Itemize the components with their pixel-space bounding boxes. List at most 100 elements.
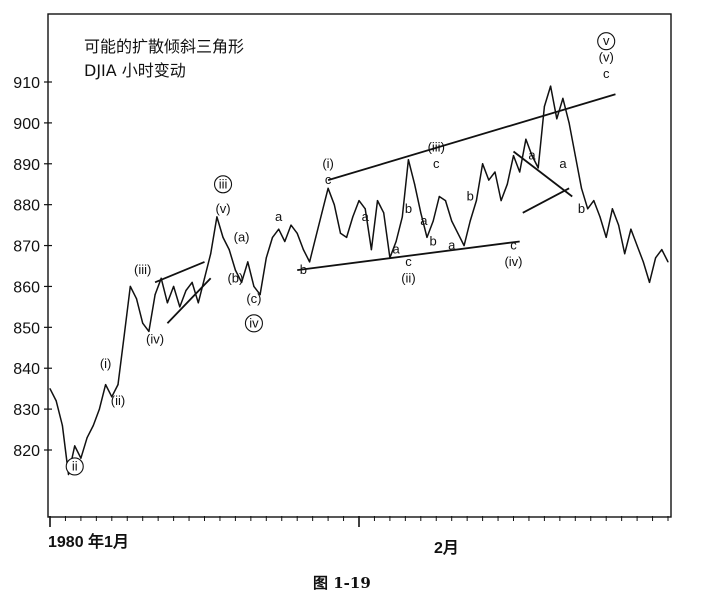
data-point xyxy=(49,388,51,390)
trendline-wedge-lower xyxy=(297,240,520,271)
data-point xyxy=(358,199,360,202)
wave-label: (v) xyxy=(215,201,230,216)
data-point xyxy=(302,249,304,251)
data-point xyxy=(278,228,280,230)
y-tick-label: 880 xyxy=(13,198,40,215)
data-point xyxy=(661,249,663,251)
data-point xyxy=(123,334,125,337)
wave-label: iii xyxy=(219,176,228,191)
data-point xyxy=(426,236,428,238)
data-point xyxy=(605,236,607,238)
data-point xyxy=(166,302,169,304)
y-axis: 820 830 840 850 860 870 880 890 900 910 xyxy=(13,75,52,460)
data-point xyxy=(117,383,119,386)
wave-labels: ii(i)(ii)(iii)(iv)iii(v)(a)(b)(c)ivab(i)… xyxy=(65,32,616,476)
data-point xyxy=(624,253,626,255)
wave-label: c xyxy=(325,172,332,187)
data-point xyxy=(587,208,589,210)
data-point xyxy=(105,383,107,386)
wave-label: a xyxy=(392,242,400,257)
price-series xyxy=(49,85,669,476)
x-tick-label-feb: 2月 xyxy=(434,539,459,557)
data-point xyxy=(308,261,311,263)
data-point xyxy=(290,224,292,226)
wave-label-circle xyxy=(597,32,616,51)
data-point xyxy=(556,118,558,120)
data-point xyxy=(500,199,502,202)
data-point xyxy=(339,232,342,234)
data-point xyxy=(284,240,286,243)
chart-subtitle: DJIA 小时变动 xyxy=(84,61,186,80)
data-point xyxy=(401,216,403,218)
data-point xyxy=(438,195,440,198)
wave-label: (i) xyxy=(322,156,334,171)
wave-label: c xyxy=(405,254,412,269)
data-point xyxy=(543,105,546,108)
y-tick-label: 900 xyxy=(13,116,40,133)
wave-label: iv xyxy=(249,315,259,330)
data-point xyxy=(531,155,533,157)
data-point xyxy=(315,236,317,238)
y-tick-label: 850 xyxy=(13,320,40,337)
data-point xyxy=(61,424,63,427)
data-point xyxy=(648,281,651,283)
data-point xyxy=(253,285,255,288)
data-point xyxy=(271,236,274,238)
data-point xyxy=(512,155,515,157)
data-point xyxy=(203,277,206,279)
y-tick-label: 870 xyxy=(13,239,40,256)
data-point xyxy=(135,298,138,300)
data-point xyxy=(549,85,552,87)
data-point xyxy=(210,253,212,255)
wave-label: ii xyxy=(72,458,78,473)
data-point xyxy=(463,244,465,247)
y-tick-label: 830 xyxy=(13,402,40,419)
wave-label: (ii) xyxy=(111,393,125,408)
data-point xyxy=(506,183,508,185)
data-point xyxy=(451,220,453,222)
data-point xyxy=(636,244,638,247)
data-point xyxy=(111,396,113,398)
wave-label: c xyxy=(603,66,610,81)
data-point xyxy=(191,281,193,283)
data-point xyxy=(494,171,496,173)
wave-label: (iv) xyxy=(146,332,164,347)
wave-label: a xyxy=(528,148,536,163)
data-point xyxy=(148,330,150,333)
trendlines xyxy=(154,93,616,324)
data-point xyxy=(642,261,644,263)
data-point xyxy=(364,208,366,210)
data-point xyxy=(617,224,620,226)
data-point xyxy=(222,236,224,238)
data-point xyxy=(80,457,82,459)
data-point xyxy=(346,236,348,238)
data-point xyxy=(414,183,416,185)
data-point xyxy=(370,249,372,251)
data-point xyxy=(376,199,379,202)
wave-label: a xyxy=(448,238,456,253)
data-point xyxy=(593,199,595,202)
data-point xyxy=(420,212,422,214)
data-point xyxy=(333,204,335,206)
wave-label: c xyxy=(510,238,517,253)
data-point xyxy=(197,302,199,304)
data-point xyxy=(265,257,267,259)
wave-label: (iv) xyxy=(504,254,522,269)
data-point xyxy=(667,261,669,263)
data-point xyxy=(395,240,397,243)
data-point xyxy=(185,289,187,292)
data-point xyxy=(630,228,632,230)
data-point xyxy=(580,187,583,189)
data-point xyxy=(247,261,249,263)
wave-label-circle xyxy=(65,457,84,476)
y-tick-label: 820 xyxy=(13,443,40,460)
x-axis xyxy=(49,516,669,527)
data-point xyxy=(74,445,76,447)
wave-label: a xyxy=(559,156,567,171)
chart-title: 可能的扩散倾斜三角形 xyxy=(84,37,244,56)
data-point xyxy=(259,294,261,296)
data-point xyxy=(67,473,70,476)
data-point xyxy=(488,179,490,181)
data-point xyxy=(240,281,243,283)
